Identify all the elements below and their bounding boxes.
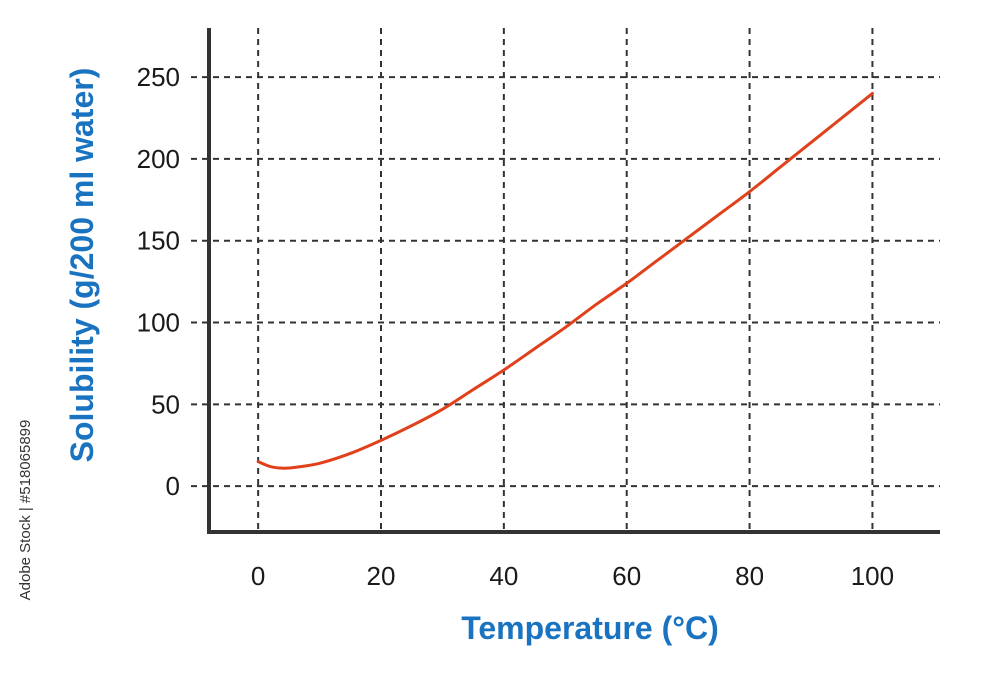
y-tick-label: 50 xyxy=(151,389,180,419)
y-tick-label: 250 xyxy=(137,62,180,92)
series-layer xyxy=(256,91,874,470)
x-tick-label: 0 xyxy=(251,561,265,591)
y-tick-label: 100 xyxy=(137,308,180,338)
solubility-curve xyxy=(256,91,874,470)
x-axis-title: Temperature (°C) xyxy=(461,610,719,646)
watermark-label: Adobe Stock | #518065899 xyxy=(17,420,34,601)
y-tick-label: 0 xyxy=(166,471,180,501)
x-tick-label: 40 xyxy=(489,561,518,591)
y-axis-title: Solubility (g/200 ml water) xyxy=(64,68,100,463)
y-tick-label: 150 xyxy=(137,226,180,256)
grid-lines xyxy=(191,28,940,532)
x-tick-label: 100 xyxy=(851,561,894,591)
axes xyxy=(207,28,940,534)
x-tick-label: 60 xyxy=(612,561,641,591)
tick-labels: 0 20 40 60 80 100 0 50 100 150 200 250 xyxy=(137,62,895,591)
x-tick-label: 80 xyxy=(735,561,764,591)
y-tick-label: 200 xyxy=(137,144,180,174)
x-tick-label: 20 xyxy=(367,561,396,591)
